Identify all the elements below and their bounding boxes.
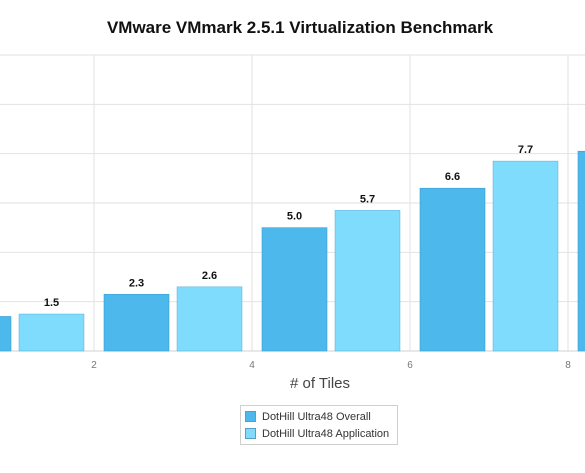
data-label-application-6: 7.7 — [518, 144, 533, 156]
legend-swatch-overall — [245, 411, 256, 422]
bar-application-4 — [334, 210, 401, 352]
x-tick-label-2: 2 — [91, 360, 97, 371]
bar-application-6 — [492, 160, 559, 352]
chart-legend: DotHill Ultra48 Overall DotHill Ultra48 … — [240, 405, 398, 445]
legend-item-overall[interactable]: DotHill Ultra48 Overall — [245, 408, 393, 425]
legend-swatch-application — [245, 428, 256, 439]
bar-overall-4 — [261, 227, 328, 352]
x-tick-label-8: 8 — [565, 360, 571, 371]
data-label-overall-6: 6.6 — [445, 171, 460, 183]
bar-overall-2 — [103, 293, 170, 352]
chart-title: VMware VMmark 2.5.1 Virtualization Bench… — [106, 18, 494, 37]
legend-label-overall: DotHill Ultra48 Overall — [262, 410, 371, 423]
data-label-application-1: 1.5 — [44, 297, 59, 309]
data-label-overall-4: 5.0 — [287, 211, 302, 223]
bar-overall-1 — [0, 316, 12, 352]
bar-overall-6 — [419, 187, 486, 352]
legend-item-application[interactable]: DotHill Ultra48 Application — [245, 425, 393, 442]
bar-overall-8 — [577, 150, 585, 352]
bar-application-2 — [176, 286, 243, 352]
data-label-application-2: 2.6 — [202, 270, 217, 282]
legend-label-application: DotHill Ultra48 Application — [262, 427, 390, 440]
x-axis-title: # of Tiles — [289, 375, 351, 392]
data-label-application-4: 5.7 — [360, 193, 375, 205]
data-label-overall-2: 2.3 — [129, 277, 144, 289]
bar-application-1 — [18, 313, 85, 352]
x-tick-label-6: 6 — [407, 360, 413, 371]
x-tick-label-4: 4 — [249, 360, 255, 371]
